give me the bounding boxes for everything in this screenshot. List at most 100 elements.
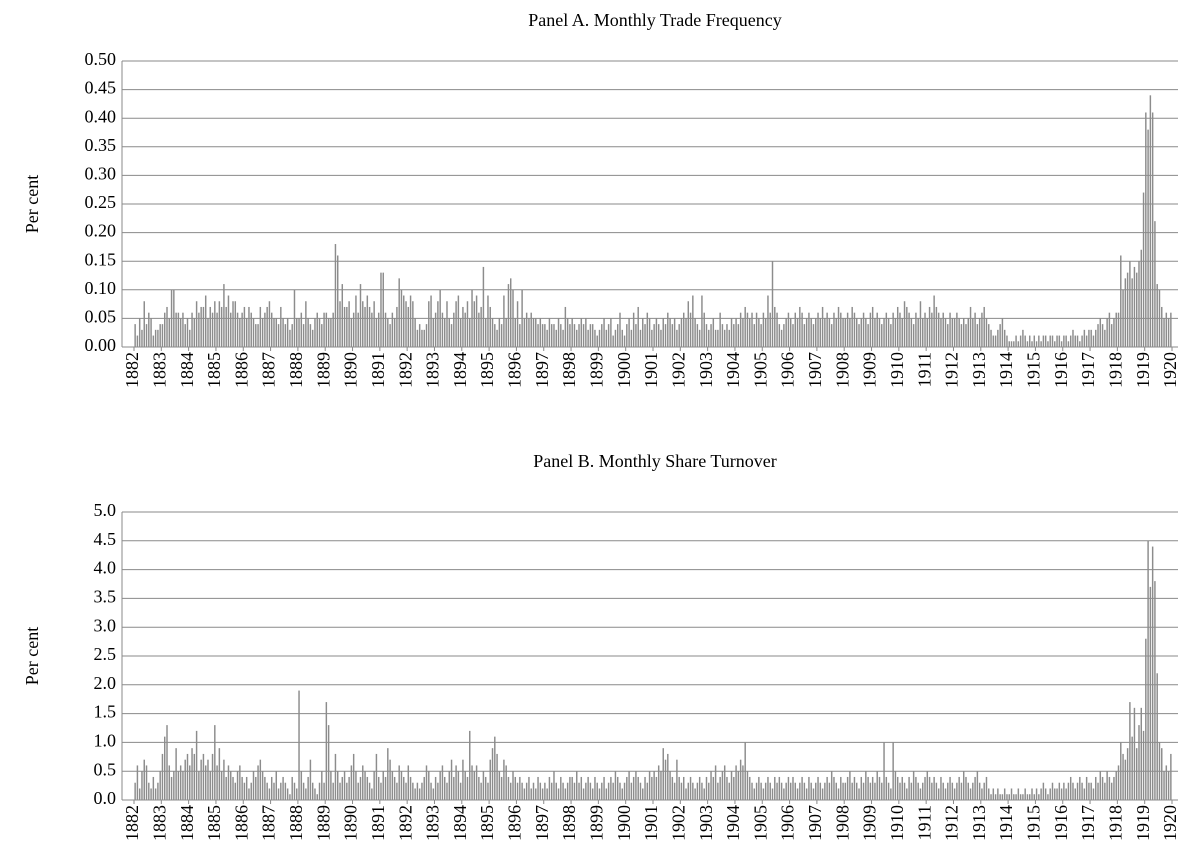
bar <box>978 318 981 347</box>
bar <box>191 748 193 800</box>
bar <box>198 312 200 347</box>
bar <box>830 324 833 347</box>
bar <box>387 748 389 800</box>
bar <box>1158 742 1161 800</box>
x-tick-label: 1893 <box>423 352 443 388</box>
bar <box>532 318 535 347</box>
bar <box>236 312 239 347</box>
bar <box>924 776 926 800</box>
bar <box>908 776 910 800</box>
bar <box>391 771 394 800</box>
bar <box>148 312 150 347</box>
bar <box>223 759 225 800</box>
bar <box>1088 329 1090 347</box>
bar <box>801 312 803 347</box>
bar <box>708 329 710 347</box>
bar <box>391 312 394 347</box>
chart-title: Panel A. Monthly Trade Frequency <box>528 10 782 30</box>
bar <box>412 301 414 347</box>
bar <box>564 306 567 347</box>
bar <box>418 788 421 800</box>
bar <box>550 782 553 800</box>
bar <box>311 329 314 347</box>
x-tick-label: 1895 <box>477 805 497 841</box>
x-tick-label: 1896 <box>505 352 525 388</box>
bar <box>1158 289 1161 347</box>
bar <box>1040 788 1042 800</box>
bar <box>268 301 271 347</box>
bar <box>796 318 799 347</box>
bar <box>1110 324 1113 347</box>
x-tick-label: 1905 <box>750 805 770 841</box>
bar <box>783 324 785 347</box>
x-tick-label: 1890 <box>341 352 361 388</box>
y-tick-label: 2.0 <box>94 673 117 693</box>
bar <box>330 318 332 347</box>
bar <box>1035 788 1038 800</box>
bar <box>478 776 480 800</box>
bar <box>582 324 585 347</box>
bar <box>626 776 628 800</box>
bar <box>539 318 542 347</box>
bar <box>603 318 605 347</box>
bar <box>764 782 767 800</box>
bar <box>164 736 166 800</box>
bar <box>300 771 303 800</box>
bar <box>300 312 303 347</box>
bar <box>648 318 651 347</box>
bar <box>159 324 161 347</box>
bar <box>1049 335 1051 347</box>
bar <box>1010 788 1013 800</box>
bar <box>1022 329 1024 347</box>
bar <box>366 295 369 347</box>
bar <box>186 318 189 347</box>
bar <box>780 782 783 800</box>
bar <box>842 782 844 800</box>
bar <box>469 730 471 800</box>
bar <box>168 765 171 800</box>
x-tick-label: 1902 <box>668 352 688 388</box>
bar <box>919 788 922 800</box>
bar <box>280 306 282 347</box>
bar <box>173 771 175 800</box>
bar <box>491 748 494 800</box>
bar <box>239 318 241 347</box>
bar <box>901 318 903 347</box>
bar <box>207 759 209 800</box>
bar <box>482 771 485 800</box>
bar <box>398 765 400 800</box>
bar <box>437 782 439 800</box>
bar <box>573 324 576 347</box>
x-tick-label: 1897 <box>532 805 552 841</box>
y-axis-label: Per cent <box>22 175 42 233</box>
bar <box>487 782 489 800</box>
bar <box>389 324 391 347</box>
bar <box>257 765 259 800</box>
bar <box>826 776 828 800</box>
bar <box>523 788 526 800</box>
bar <box>1006 794 1008 800</box>
bar <box>175 312 177 347</box>
bar <box>466 776 469 800</box>
bar <box>580 776 583 800</box>
bar <box>195 730 198 800</box>
bar <box>1154 581 1156 800</box>
bar <box>562 782 564 800</box>
bar <box>1022 794 1024 800</box>
x-tick-label: 1906 <box>778 805 798 841</box>
bar <box>951 318 954 347</box>
bar <box>1042 335 1045 347</box>
bar <box>721 324 724 347</box>
bar <box>865 318 867 347</box>
bar <box>910 782 913 800</box>
bar <box>286 788 289 800</box>
bar <box>1117 765 1120 800</box>
bar <box>366 776 369 800</box>
bar <box>245 776 248 800</box>
x-tick-label: 1919 <box>1133 352 1153 388</box>
bar <box>466 301 469 347</box>
bar <box>193 753 196 800</box>
bar <box>687 782 690 800</box>
bar <box>856 782 858 800</box>
bar <box>250 312 252 347</box>
